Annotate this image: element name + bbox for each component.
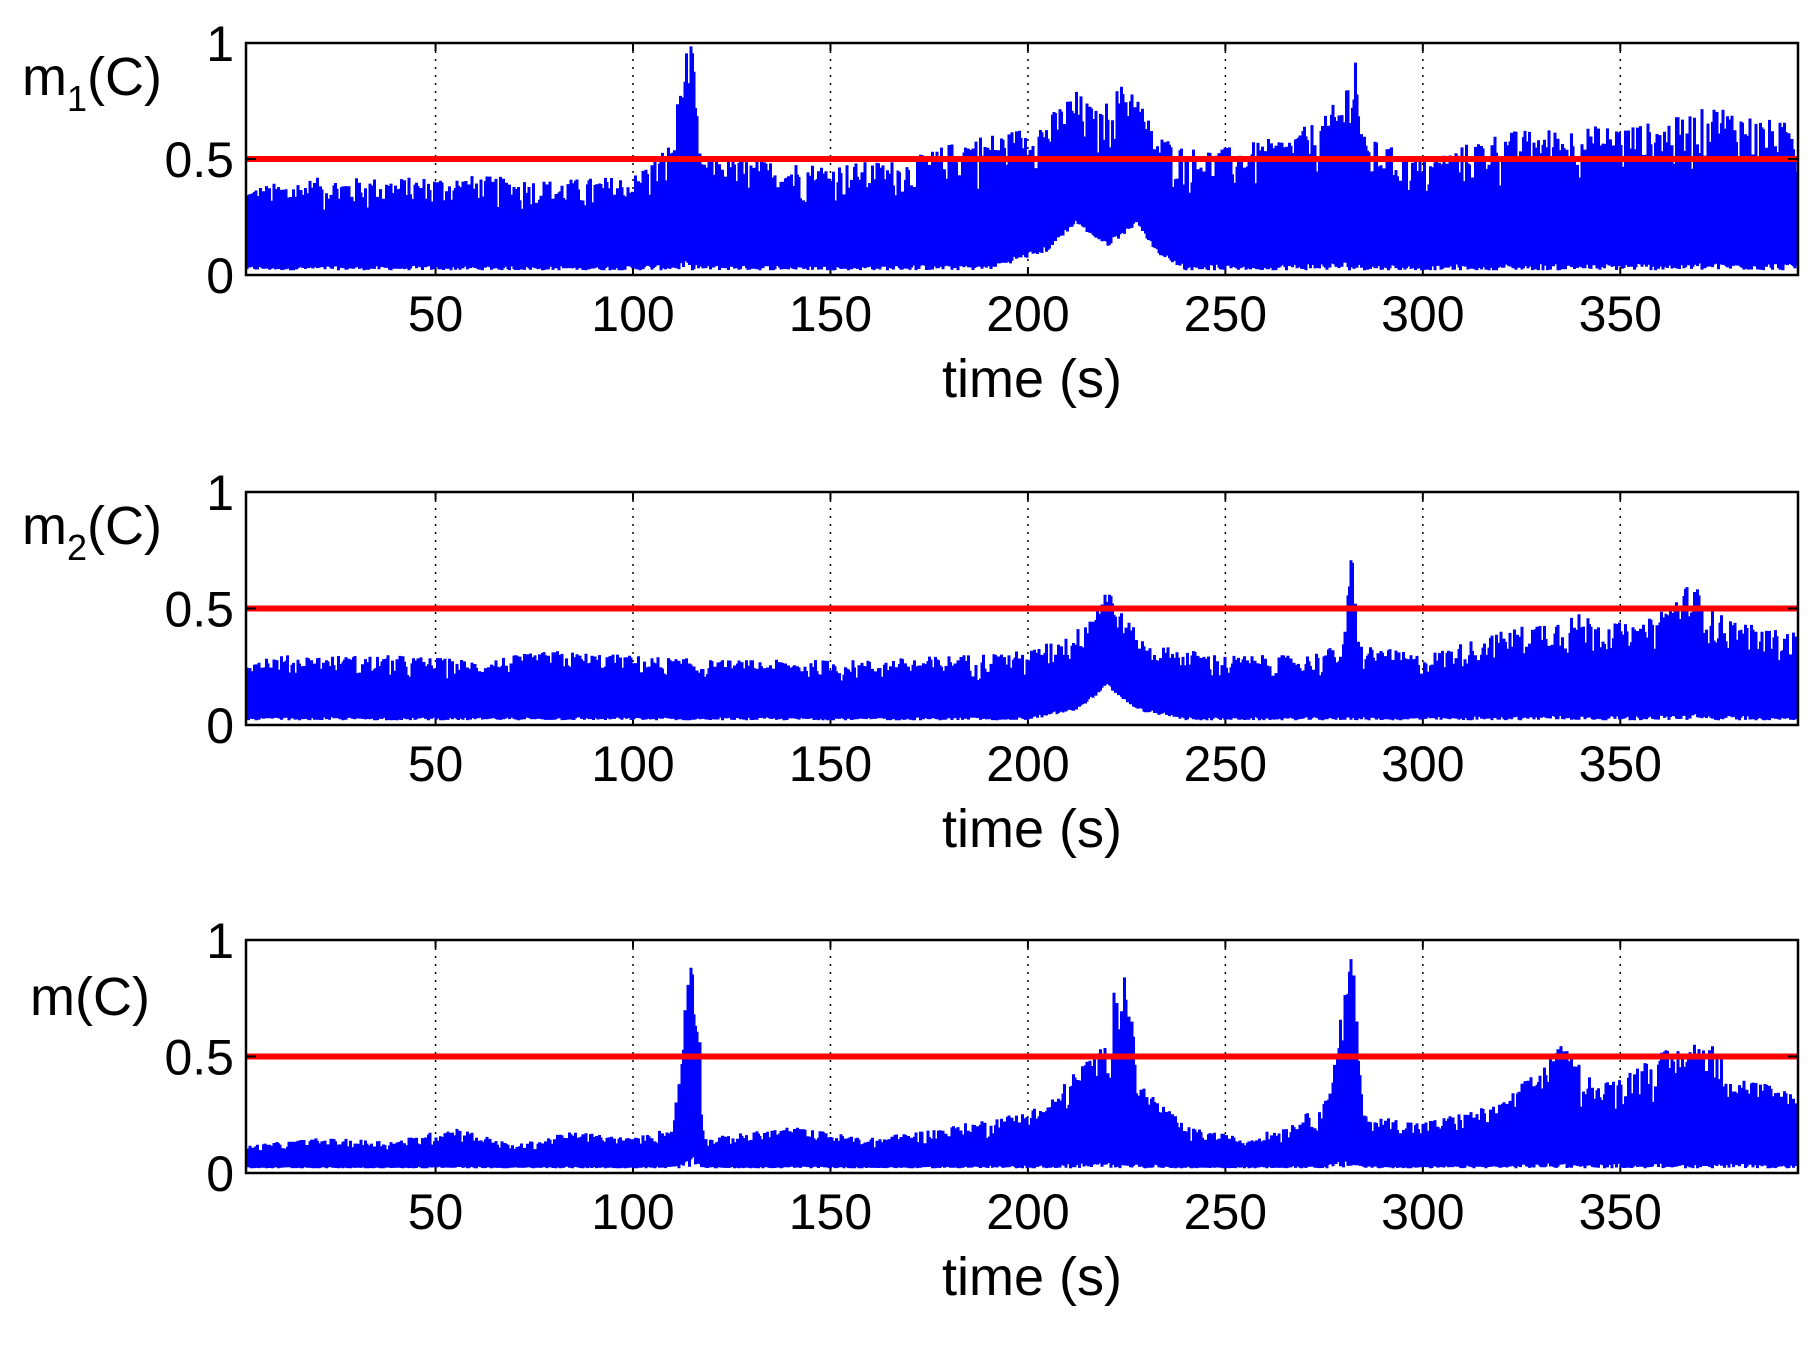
x-tick-label: 350 [1579,1184,1662,1240]
y-tick-label: 0 [206,248,234,304]
subplot-2: 50 100 150 200 250 300 350 0 0.5 1 m2(C) time (s) [22,465,1800,859]
y-label-suffix: (C) [87,47,162,107]
y-label-sub: 1 [67,78,87,119]
x-tick-label: 250 [1184,1184,1267,1240]
x-tick-label: 50 [408,736,464,792]
x-tick-label: 300 [1381,736,1464,792]
y-tick-label: 0.5 [164,582,234,638]
x-axis-title: time (s) [942,1247,1122,1307]
y-tick-label: 0.5 [164,1030,234,1086]
x-tick-label: 300 [1381,1184,1464,1240]
x-tick-label: 100 [591,1184,674,1240]
y-axis-label: m1(C) [22,47,162,119]
y-label-suffix: (C) [87,496,162,556]
y-tick-label: 1 [206,16,234,72]
y-tick-label: 1 [206,913,234,969]
y-axis-label: m(C) [30,967,150,1027]
y-label-sub: 2 [67,527,87,568]
subplot-3: 50 100 150 200 250 300 350 0 0.5 1 m(C) time (s) [30,913,1800,1307]
y-label-main: m [22,496,67,556]
x-tick-label: 50 [408,286,464,342]
x-axis-title: time (s) [942,349,1122,409]
x-tick-label: 250 [1184,286,1267,342]
x-tick-label: 350 [1579,736,1662,792]
x-tick-label: 100 [591,286,674,342]
x-tick-label: 200 [986,1184,1069,1240]
x-tick-label: 350 [1579,286,1662,342]
y-label-suffix: (C) [75,967,150,1027]
x-tick-label: 200 [986,286,1069,342]
y-axis-label: m2(C) [22,496,162,568]
y-tick-label: 0.5 [164,132,234,188]
x-tick-label: 150 [789,736,872,792]
y-tick-label: 0 [206,698,234,754]
x-tick-label: 50 [408,1184,464,1240]
x-axis-title: time (s) [942,799,1122,859]
x-tick-label: 100 [591,736,674,792]
x-tick-label: 200 [986,736,1069,792]
y-tick-label: 1 [206,465,234,521]
y-label-main: m [30,967,75,1027]
x-tick-label: 150 [789,286,872,342]
y-label-main: m [22,47,67,107]
x-tick-label: 250 [1184,736,1267,792]
x-tick-label: 150 [789,1184,872,1240]
y-tick-label: 0 [206,1146,234,1202]
x-tick-label: 300 [1381,286,1464,342]
